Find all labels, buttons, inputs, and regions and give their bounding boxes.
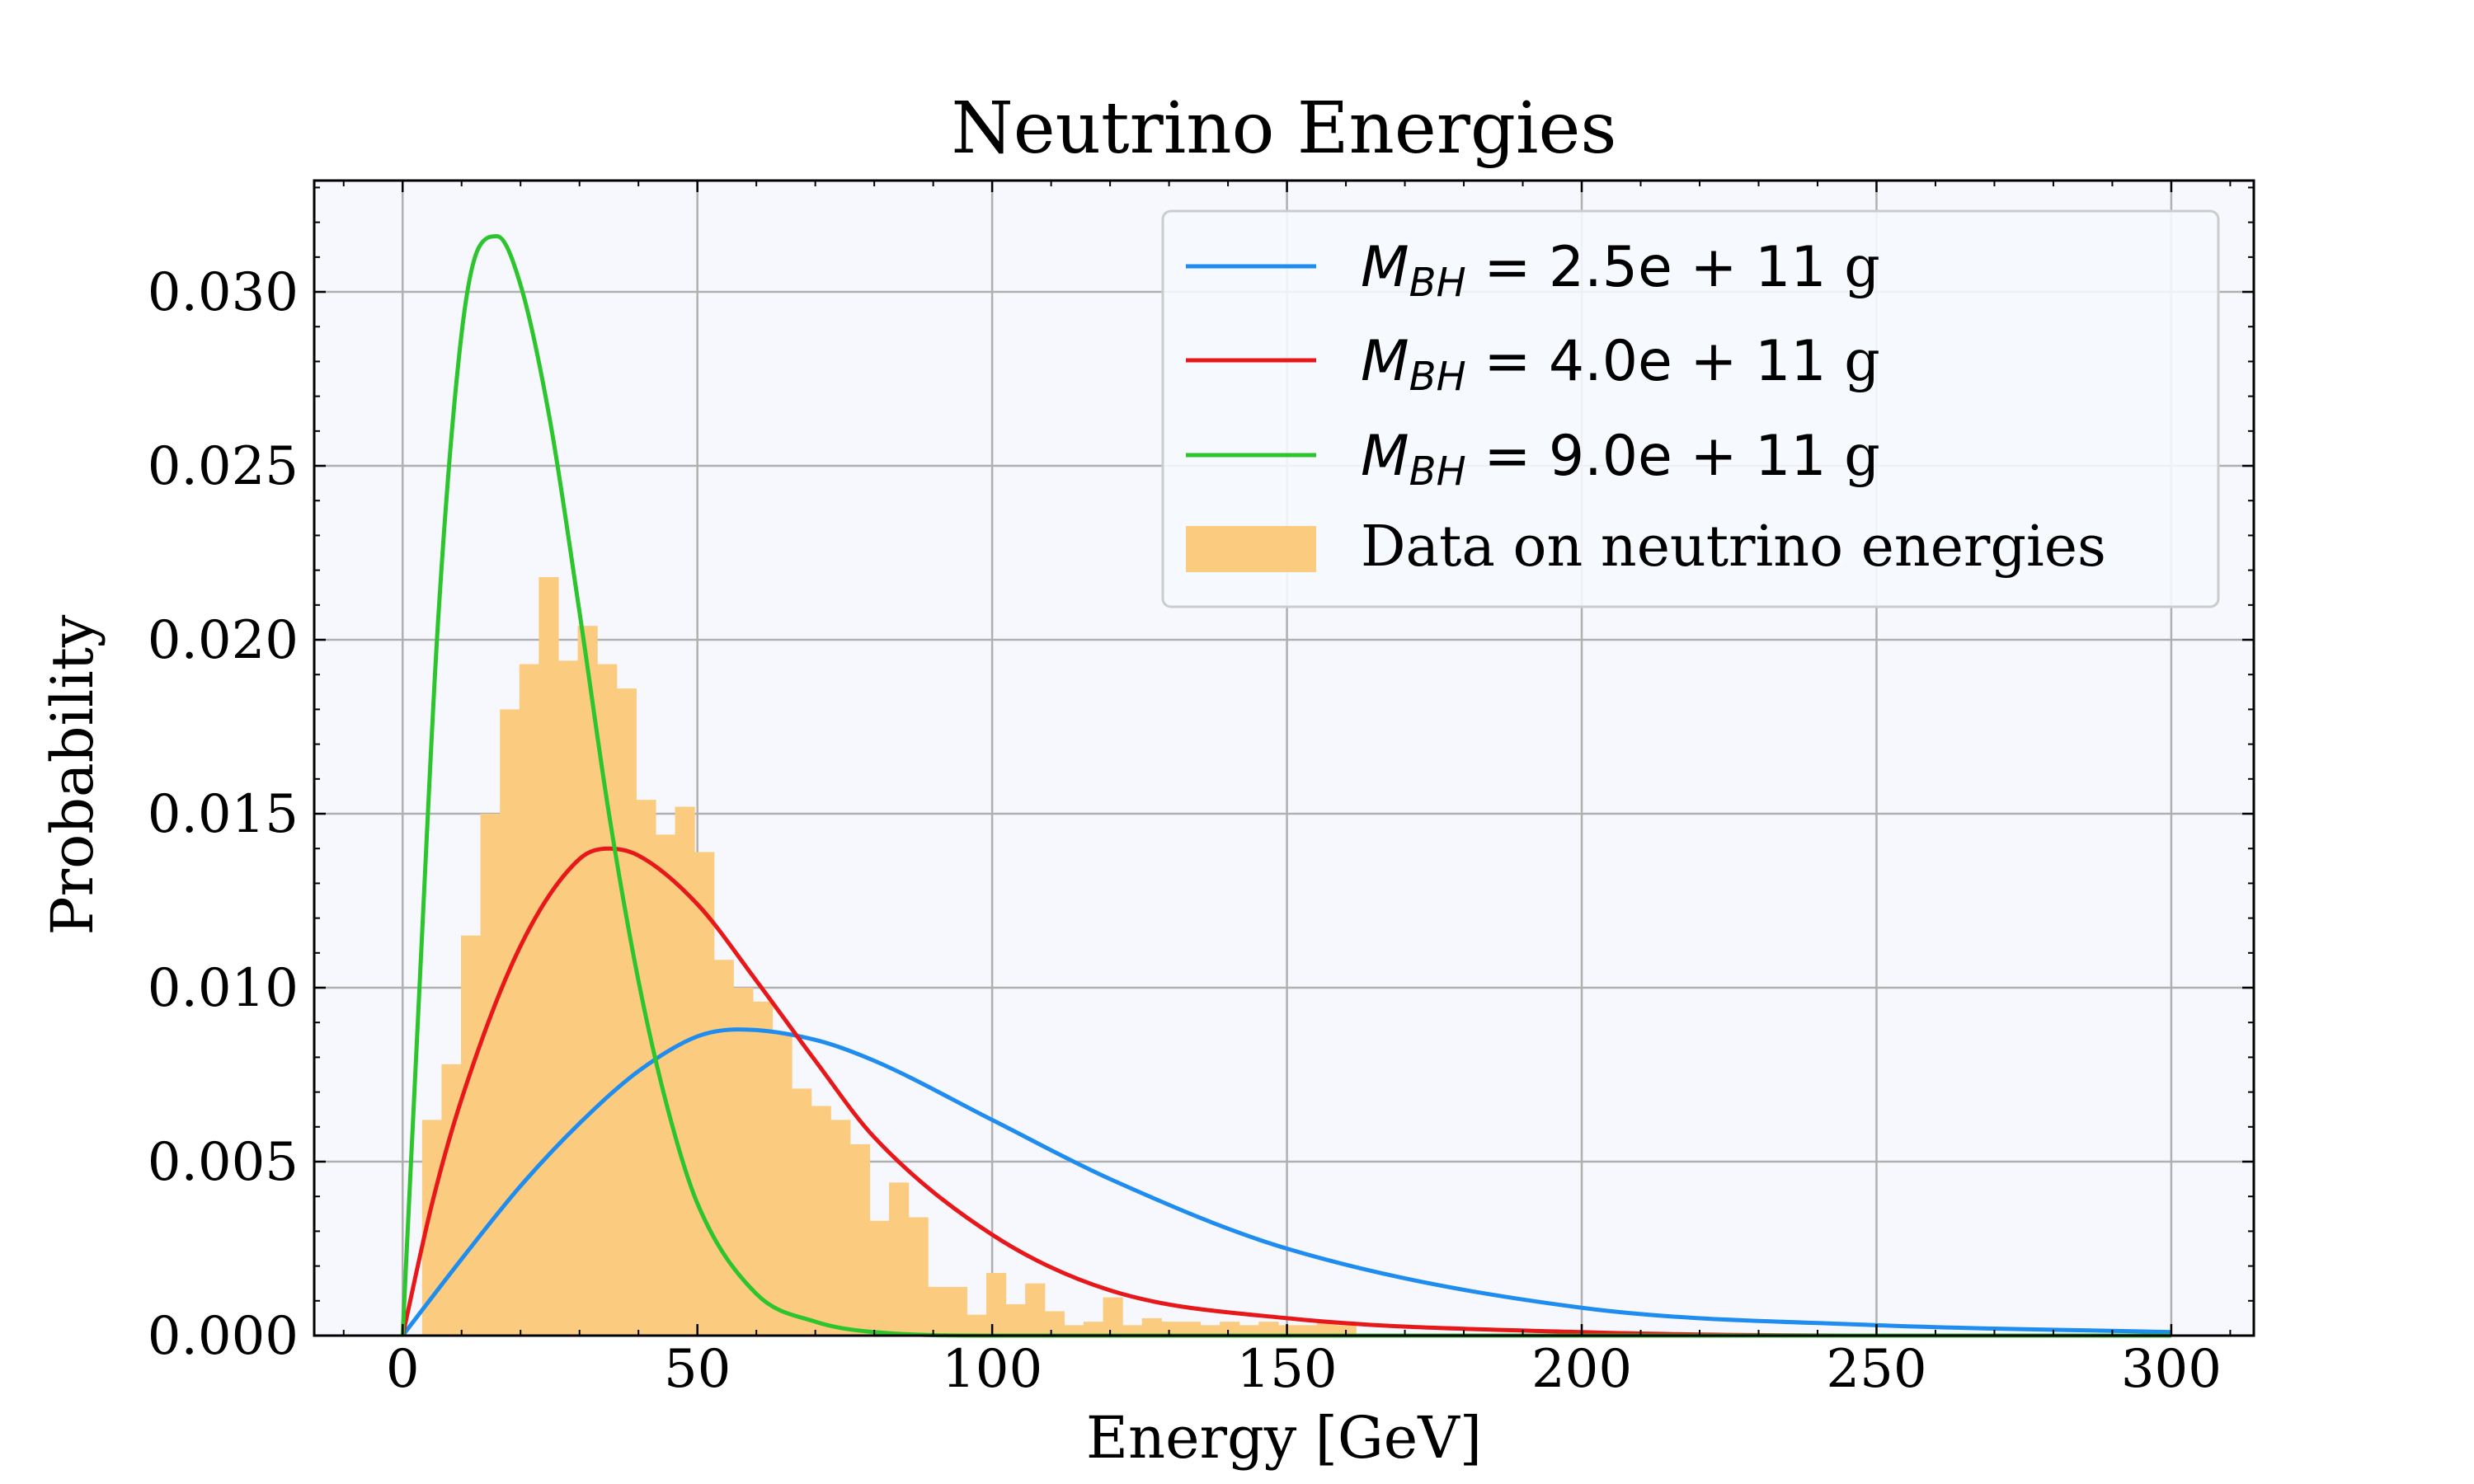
hist-bar-32 [1044, 1311, 1065, 1336]
hist-bar-6 [539, 577, 559, 1336]
hist-bar-42 [1239, 1325, 1259, 1336]
hist-bar-40 [1200, 1325, 1221, 1336]
hist-bar-5 [519, 664, 539, 1336]
hist-bar-7 [557, 660, 579, 1336]
hist-bar-34 [1083, 1322, 1104, 1336]
hist-bar-31 [1025, 1283, 1046, 1336]
hist-bar-38 [1161, 1322, 1182, 1336]
x-tick-label-2: 100 [942, 1339, 1042, 1400]
hist-bar-26 [928, 1286, 948, 1336]
y-tick-label-1: 0.005 [148, 1132, 299, 1193]
hist-bar-17 [752, 1001, 774, 1336]
hist-bar-10 [616, 688, 637, 1336]
series-line-1 [400, 846, 2171, 1338]
y-tick-label-2: 0.010 [148, 958, 299, 1019]
x-tick-label-3: 150 [1236, 1339, 1337, 1400]
y-axis-label: Probability [39, 614, 106, 935]
hist-bar-33 [1064, 1325, 1084, 1336]
x-tick-label-6: 300 [2121, 1339, 2222, 1400]
hist-bar-41 [1220, 1322, 1240, 1336]
hist-bar-13 [675, 806, 695, 1336]
y-tick-label-6: 0.030 [148, 262, 299, 323]
legend-label-0: MBH = 2.5e + 11 g [1361, 235, 1880, 306]
hist-bar-14 [694, 852, 715, 1336]
y-tick-label-3: 0.015 [148, 784, 299, 845]
hist-bar-36 [1122, 1325, 1143, 1336]
hist-bar-8 [577, 626, 598, 1336]
hist-bar-44 [1277, 1325, 1299, 1336]
hist-bar-19 [792, 1088, 812, 1336]
ticks: 0 50 100 150 200 250 300 0.000 0.005 0.010 0.015 0.… [148, 181, 2254, 1400]
hist-bar-30 [1005, 1304, 1026, 1336]
legend-label-2: MBH = 9.0e + 11 g [1361, 424, 1880, 495]
legend-label-1: MBH = 4.0e + 11 g [1361, 329, 1880, 400]
hist-bar-37 [1141, 1317, 1162, 1336]
series-line-0 [401, 1027, 2171, 1337]
hist-bar-3 [480, 814, 501, 1336]
legend: MBH = 2.5e + 11 g MBH = 4.0e + 11 g MBH = … [1161, 209, 2220, 608]
hist-bar-27 [947, 1286, 967, 1336]
hist-bar-4 [500, 709, 520, 1336]
y-tick-label-0: 0.000 [148, 1306, 299, 1367]
y-tick-label-5: 0.025 [148, 436, 299, 497]
x-tick-label-5: 250 [1826, 1339, 1926, 1400]
plot-frame [313, 179, 2255, 1337]
y-tick-label-4: 0.020 [148, 610, 299, 671]
legend-label-histogram: Data on neutrino energies [1361, 514, 2106, 580]
x-tick-label-4: 200 [1531, 1339, 1632, 1400]
hist-bar-9 [597, 664, 618, 1336]
hist-bar-2 [461, 935, 482, 1336]
hist-bar-28 [967, 1314, 987, 1336]
legend-box [1161, 209, 2220, 608]
hist-bar-20 [811, 1106, 831, 1336]
histogram [421, 577, 1357, 1336]
hist-bar-23 [869, 1220, 890, 1336]
hist-bar-25 [908, 1217, 929, 1336]
hist-bar-15 [713, 960, 734, 1336]
hist-bar-46 [1317, 1322, 1338, 1336]
x-axis-label: Energy [GeV] [1086, 1404, 1482, 1472]
hist-bar-12 [655, 834, 676, 1336]
hist-bar-16 [733, 988, 754, 1336]
x-tick-label-1: 50 [664, 1339, 731, 1400]
hist-bar-29 [985, 1273, 1007, 1336]
hist-bar-45 [1297, 1325, 1318, 1336]
chart-title: Neutrino Energies [952, 87, 1617, 170]
hist-bar-21 [830, 1120, 851, 1336]
hist-bar-35 [1103, 1297, 1123, 1336]
hist-bar-43 [1258, 1322, 1279, 1336]
x-tick-label-0: 0 [386, 1339, 420, 1400]
hist-bar-22 [849, 1144, 871, 1336]
hist-bar-18 [772, 1032, 793, 1336]
hist-bar-24 [889, 1182, 910, 1336]
hist-bar-39 [1180, 1322, 1202, 1336]
legend-swatch-histogram [1186, 526, 1316, 572]
